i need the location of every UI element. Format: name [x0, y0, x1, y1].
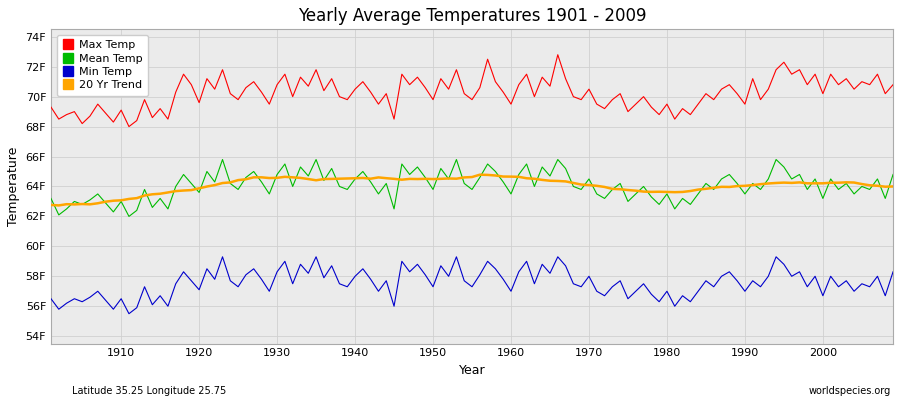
Legend: Max Temp, Mean Temp, Min Temp, 20 Yr Trend: Max Temp, Mean Temp, Min Temp, 20 Yr Tre… [57, 35, 148, 96]
Text: Latitude 35.25 Longitude 25.75: Latitude 35.25 Longitude 25.75 [72, 386, 226, 396]
Title: Yearly Average Temperatures 1901 - 2009: Yearly Average Temperatures 1901 - 2009 [298, 7, 646, 25]
Text: worldspecies.org: worldspecies.org [809, 386, 891, 396]
X-axis label: Year: Year [459, 364, 485, 377]
Y-axis label: Temperature: Temperature [7, 147, 20, 226]
